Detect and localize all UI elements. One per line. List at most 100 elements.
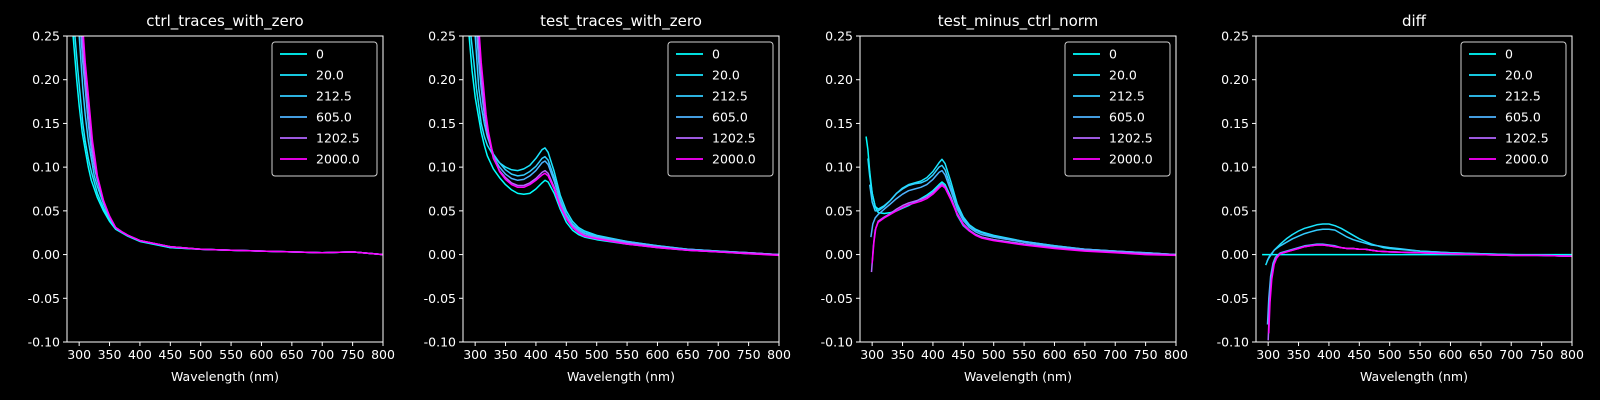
y-tick-label: 0.25 xyxy=(32,29,60,44)
series-group xyxy=(72,36,383,256)
y-tick-label: 0.15 xyxy=(825,116,853,131)
y-tick-label: -0.05 xyxy=(28,291,60,306)
series-line-4 xyxy=(870,183,1176,273)
y-tick-label: 0.25 xyxy=(428,29,456,44)
legend-entry: 0 xyxy=(1109,47,1117,62)
legend-entry: 1202.5 xyxy=(1109,131,1153,146)
y-tick-label: 0.20 xyxy=(428,72,456,87)
x-tick-label: 750 xyxy=(737,347,761,362)
y-tick-label: 0.20 xyxy=(825,72,853,87)
x-tick-label: 600 xyxy=(250,347,274,362)
legend-entry: 605.0 xyxy=(1109,110,1145,125)
series-line-2 xyxy=(868,164,1176,256)
legend: 0 20.0 212.5 605.0 1202.5 2000.0 xyxy=(1064,41,1171,177)
x-tick-label: 500 xyxy=(585,347,609,362)
y-tick-label: 0.10 xyxy=(428,160,456,175)
y-tick-label: 0.00 xyxy=(825,247,853,262)
series-group xyxy=(865,136,1176,273)
series-line-5 xyxy=(871,184,1176,264)
y-tick-label: 0.10 xyxy=(32,160,60,175)
x-tick-label: 700 xyxy=(1499,347,1523,362)
x-tick-label: 500 xyxy=(1378,347,1402,362)
x-tick-label: 400 xyxy=(524,347,548,362)
x-axis-label: Wavelength (nm) xyxy=(1360,369,1468,384)
legend-entry: 212.5 xyxy=(1109,89,1145,104)
chart-panel-1: 300 350 400 450 500 550 600 650 700 750 800 -0.10 -0… xyxy=(28,12,395,384)
x-tick-label: 800 xyxy=(1164,347,1188,362)
legend-entry: 20.0 xyxy=(1505,68,1533,83)
series-line-5 xyxy=(478,36,779,257)
y-tick-label: 0.20 xyxy=(32,72,60,87)
y-tick-label: -0.10 xyxy=(424,335,456,350)
legend-entry: 2000.0 xyxy=(316,152,360,167)
x-tick-label: 400 xyxy=(921,347,945,362)
x-tick-label: 600 xyxy=(1043,347,1067,362)
plot-frame xyxy=(1255,35,1573,343)
y-tick-label: 0.05 xyxy=(428,203,456,218)
series-line-5 xyxy=(82,36,383,256)
legend-entry: 605.0 xyxy=(316,110,352,125)
legend-entry: 212.5 xyxy=(712,89,748,104)
legend: 0 20.0 212.5 605.0 1202.5 2000.0 xyxy=(271,41,378,177)
x-tick-label: 650 xyxy=(676,347,700,362)
y-tick-label: 0.05 xyxy=(32,203,60,218)
x-tick-label: 350 xyxy=(1287,347,1311,362)
x-tick-label: 550 xyxy=(219,347,243,362)
x-tick-label: 400 xyxy=(1317,347,1341,362)
x-tick-label: 550 xyxy=(615,347,639,362)
y-tick-label: -0.05 xyxy=(424,291,456,306)
y-tick-label: 0.00 xyxy=(32,247,60,262)
x-tick-label: 550 xyxy=(1012,347,1036,362)
legend: 0 20.0 212.5 605.0 1202.5 2000.0 xyxy=(667,41,774,177)
x-axis-label: Wavelength (nm) xyxy=(964,369,1072,384)
x-tick-label: 350 xyxy=(891,347,915,362)
series-line-2 xyxy=(474,36,779,256)
x-tick-label: 300 xyxy=(1256,347,1280,362)
x-tick-label: 800 xyxy=(1560,347,1584,362)
x-tick-label: 700 xyxy=(310,347,334,362)
x-tick-label: 350 xyxy=(98,347,122,362)
legend-entry: 0 xyxy=(316,47,324,62)
y-tick-label: -0.10 xyxy=(1217,335,1249,350)
y-tick-label: 0.05 xyxy=(1221,203,1249,218)
series-group xyxy=(468,36,779,257)
chart-panel-3: 300 350 400 450 500 550 600 650 700 750 800 -0.10 -0… xyxy=(821,12,1188,384)
x-tick-label: 700 xyxy=(706,347,730,362)
legend-entry: 20.0 xyxy=(316,68,344,83)
legend-entry: 20.0 xyxy=(1109,68,1137,83)
legend-entry: 1202.5 xyxy=(1505,131,1549,146)
x-tick-label: 750 xyxy=(341,347,365,362)
legend-entry: 0 xyxy=(712,47,720,62)
x-tick-label: 450 xyxy=(158,347,182,362)
x-tick-label: 550 xyxy=(1408,347,1432,362)
x-tick-label: 650 xyxy=(280,347,304,362)
y-tick-label: 0.05 xyxy=(825,203,853,218)
x-tick-label: 450 xyxy=(951,347,975,362)
chart-title: test_minus_ctrl_norm xyxy=(938,12,1099,31)
legend-entry: 20.0 xyxy=(712,68,740,83)
legend-entry: 212.5 xyxy=(316,89,352,104)
y-tick-label: 0.25 xyxy=(1221,29,1249,44)
chart-panel-2: 300 350 400 450 500 550 600 650 700 750 800 -0.10 -0… xyxy=(424,12,791,384)
legend-entry: 2000.0 xyxy=(1505,152,1549,167)
x-tick-label: 450 xyxy=(554,347,578,362)
y-tick-label: 0.00 xyxy=(1221,247,1249,262)
x-tick-label: 700 xyxy=(1103,347,1127,362)
x-tick-label: 400 xyxy=(128,347,152,362)
x-tick-label: 600 xyxy=(646,347,670,362)
y-tick-label: 0.20 xyxy=(1221,72,1249,87)
x-tick-label: 500 xyxy=(982,347,1006,362)
y-tick-label: -0.05 xyxy=(1217,291,1249,306)
legend: 0 20.0 212.5 605.0 1202.5 2000.0 xyxy=(1460,41,1567,177)
x-tick-label: 300 xyxy=(860,347,884,362)
chart-title: ctrl_traces_with_zero xyxy=(146,12,303,31)
legend-entry: 2000.0 xyxy=(712,152,756,167)
y-tick-label: -0.10 xyxy=(821,335,853,350)
legend-entry: 2000.0 xyxy=(1109,152,1153,167)
chart-title: diff xyxy=(1402,12,1427,30)
legend-entry: 605.0 xyxy=(1505,110,1541,125)
x-tick-label: 350 xyxy=(494,347,518,362)
series-line-3 xyxy=(870,169,1176,256)
x-tick-label: 800 xyxy=(767,347,791,362)
series-line-2 xyxy=(1266,228,1572,262)
